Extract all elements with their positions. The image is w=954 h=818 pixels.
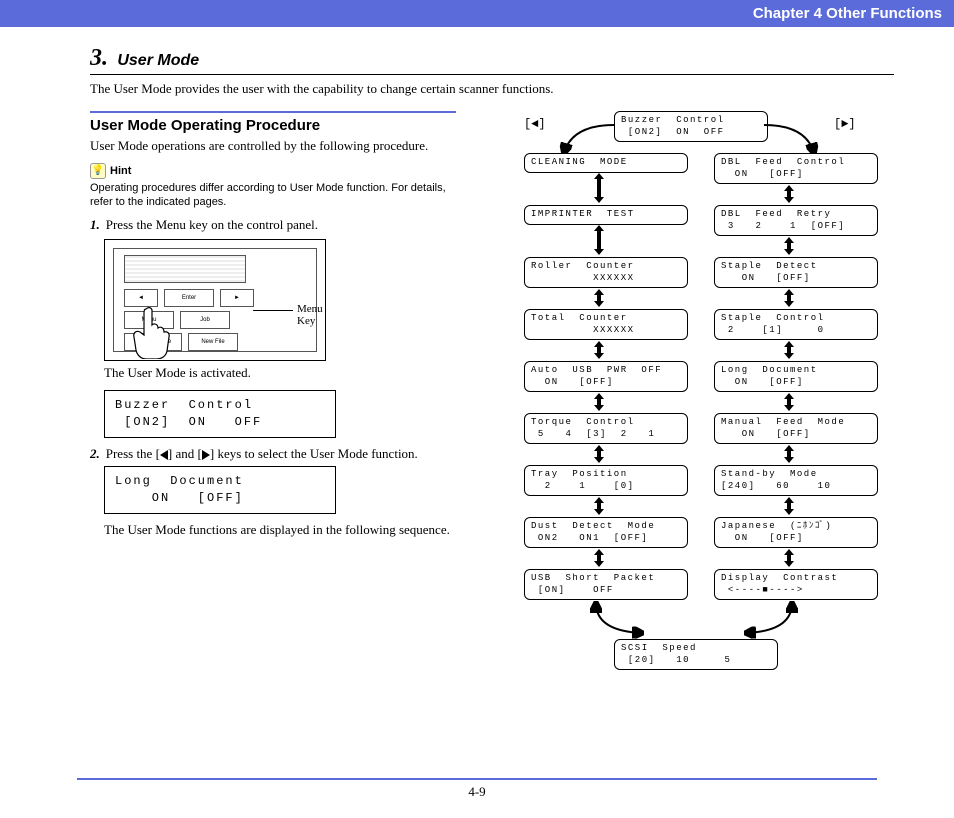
section-number: 3.: [90, 45, 108, 71]
flow-box: Dust Detect Mode ON2 ON1 [OFF]: [524, 517, 688, 548]
lcd-display-1: Buzzer Control [ON2] ON OFF: [104, 390, 336, 438]
subsection-heading: User Mode Operating Procedure: [90, 111, 456, 134]
flow-box: Long Document ON [OFF]: [714, 361, 878, 392]
flow-box: Total Counter XXXXXX: [524, 309, 688, 340]
step-2-number: 2.: [90, 446, 100, 462]
nav-left-label: [◄]: [524, 117, 546, 131]
lcd2-line1: Long Document: [115, 474, 244, 488]
lcd1-line2: [ON2] ON OFF: [115, 415, 262, 429]
flow-box: Display Contrast <----■---->: [714, 569, 878, 600]
flow-box: Staple Control 2 [1] 0: [714, 309, 878, 340]
flow-box: Manual Feed Mode ON [OFF]: [714, 413, 878, 444]
step2-a: Press the [: [106, 446, 160, 461]
flow-top: Buzzer Control [ON2] ON OFF: [614, 111, 768, 142]
flow-box: Torque Control 5 4 [3] 2 1: [524, 413, 688, 444]
hint-icon: 💡: [90, 163, 106, 179]
flow-box: Stand-by Mode [240] 60 10: [714, 465, 878, 496]
control-panel-illustration: ◄ Enter ► Menu Job Bypass Mode New File: [104, 239, 326, 361]
hand-icon: [132, 307, 172, 359]
step2-c: ] keys to select the User Mode function.: [210, 446, 418, 461]
step2-b: ] and [: [168, 446, 202, 461]
lcd-display-2: Long Document ON [OFF]: [104, 466, 336, 514]
hint-block: 💡 Hint: [90, 163, 456, 179]
step-1-number: 1.: [90, 217, 100, 233]
nav-right-label: [►]: [834, 117, 856, 131]
flow-bottom: SCSI Speed [20] 10 5: [614, 639, 778, 670]
section-intro: The User Mode provides the user with the…: [90, 81, 894, 97]
flow-box: Japanese (ﾆﾎﾝｺﾞ) ON [OFF]: [714, 517, 878, 548]
step-2-result: The User Mode functions are displayed in…: [104, 522, 456, 539]
flow-box: Staple Detect ON [OFF]: [714, 257, 878, 288]
flow-box: CLEANING MODE: [524, 153, 688, 173]
flow-box: Tray Position 2 1 [0]: [524, 465, 688, 496]
hint-label: Hint: [110, 165, 131, 177]
step-2-text: Press the [ ] and [ ] keys to select the U…: [106, 446, 418, 462]
flow-box: Auto USB PWR OFF ON [OFF]: [524, 361, 688, 392]
step-1-result: The User Mode is activated.: [104, 365, 456, 382]
menu-key-callout: Menu Key: [297, 303, 325, 327]
hint-text: Operating procedures differ according to…: [90, 181, 456, 210]
section-heading: 3. User Mode: [90, 45, 894, 75]
panel-btn: ◄: [124, 289, 158, 307]
lcd2-line2: ON [OFF]: [115, 491, 244, 505]
user-mode-flowchart: [◄] [►] Buzzer Control [ON2] ON OFF: [484, 111, 894, 701]
left-arrow-icon: [160, 450, 168, 460]
step-1-text: Press the Menu key on the control panel.: [106, 217, 318, 233]
flow-box: DBL Feed Retry 3 2 1 [OFF]: [714, 205, 878, 236]
flow-box: DBL Feed Control ON [OFF]: [714, 153, 878, 184]
chapter-header: Chapter 4 Other Functions: [0, 0, 954, 27]
subsection-intro: User Mode operations are controlled by t…: [90, 138, 456, 155]
section-title: User Mode: [117, 52, 199, 69]
panel-btn: Job: [180, 311, 230, 329]
step-2: 2. Press the [ ] and [ ] keys to select th…: [90, 446, 456, 462]
page-number: 4-9: [77, 778, 877, 800]
step-1: 1. Press the Menu key on the control pan…: [90, 217, 456, 233]
right-arrow-icon: [202, 450, 210, 460]
panel-btn: ►: [220, 289, 254, 307]
flow-box: Roller Counter XXXXXX: [524, 257, 688, 288]
panel-btn: New File: [188, 333, 238, 351]
flow-box: IMPRINTER TEST: [524, 205, 688, 225]
lcd1-line1: Buzzer Control: [115, 398, 253, 412]
flow-box: USB Short Packet [ON] OFF: [524, 569, 688, 600]
panel-btn: Enter: [164, 289, 214, 307]
